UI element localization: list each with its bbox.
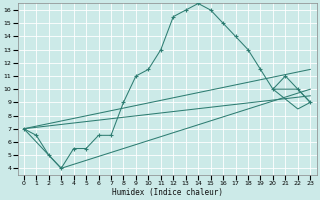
X-axis label: Humidex (Indice chaleur): Humidex (Indice chaleur) <box>112 188 223 197</box>
